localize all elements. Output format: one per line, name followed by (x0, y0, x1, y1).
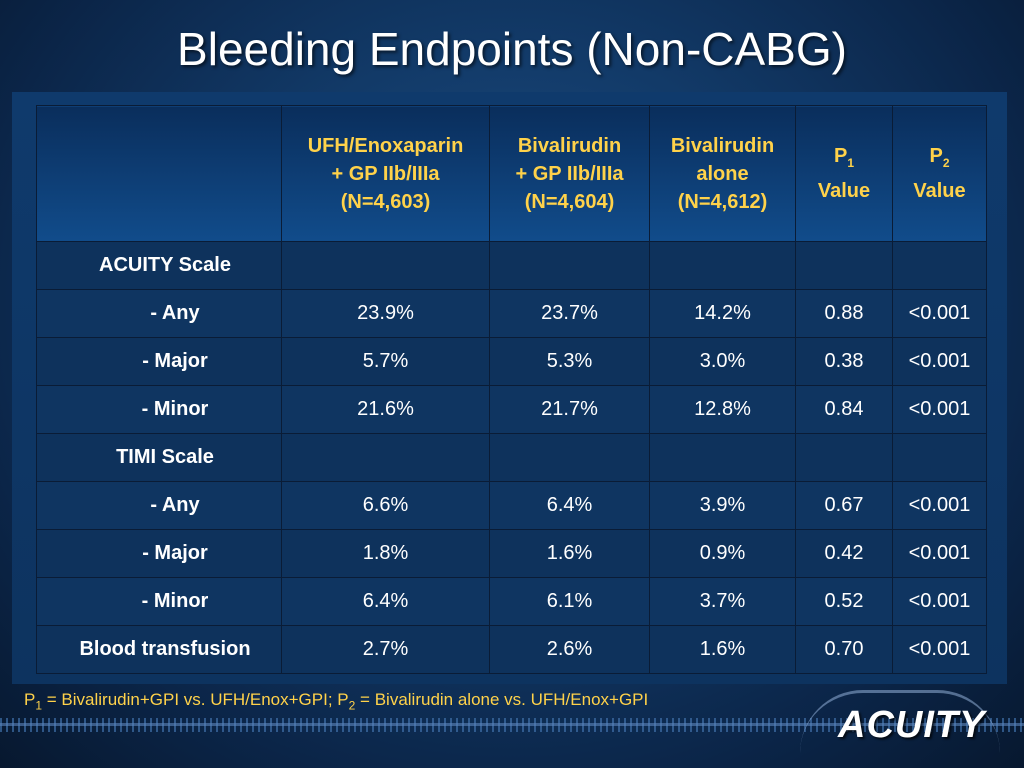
cell-p2: <0.001 (892, 289, 987, 338)
cell-biv-alone (649, 433, 796, 482)
cell-biv-gp: 6.4% (489, 481, 650, 530)
cell-biv-gp: 2.6% (489, 625, 650, 674)
footnote-p1-text: = Bivalirudin+GPI vs. UFH/Enox+GPI; (42, 690, 338, 709)
footnote-p1: P (24, 690, 36, 709)
header-line: Value (913, 180, 966, 202)
cell-p1: 0.42 (795, 529, 893, 578)
header-line: UFH/Enoxaparin (307, 134, 464, 157)
cell-biv-gp: 23.7% (489, 289, 650, 338)
cell-p1: 0.67 (795, 481, 893, 530)
header-p2-value: P2 Value (892, 105, 987, 242)
cell-biv-alone: 0.9% (649, 529, 796, 578)
cell-p1 (795, 433, 893, 482)
cell-p2: <0.001 (892, 337, 987, 386)
cell-p1: 0.52 (795, 577, 893, 626)
row-label: - Major (36, 337, 282, 386)
cell-biv-alone: 1.6% (649, 625, 796, 674)
header-line: + GP IIb/IIIa (515, 162, 624, 185)
cell-p1: 0.38 (795, 337, 893, 386)
header-corner-cell (36, 105, 282, 242)
table-row: - Minor 6.4% 6.1% 3.7% 0.52 <0.001 (36, 577, 987, 626)
table-row: - Major 5.7% 5.3% 3.0% 0.38 <0.001 (36, 337, 987, 386)
row-label: - Minor (36, 385, 282, 434)
cell-biv-alone: 3.9% (649, 481, 796, 530)
cell-p1: 0.70 (795, 625, 893, 674)
cell-biv-gp: 5.3% (489, 337, 650, 386)
table-row: Blood transfusion 2.7% 2.6% 1.6% 0.70 <0… (36, 625, 987, 674)
cell-p2 (892, 433, 987, 482)
cell-biv-gp (489, 241, 650, 290)
header-bivalirudin-alone: Bivalirudin alone (N=4,612) (649, 105, 796, 242)
logo-swoosh (800, 690, 1000, 753)
cell-biv-alone: 12.8% (649, 385, 796, 434)
cell-p2: <0.001 (892, 385, 987, 434)
header-line: alone (696, 162, 749, 185)
acuity-logo: ACUITY (838, 704, 986, 746)
table-header-row: UFH/Enoxaparin + GP IIb/IIIa (N=4,603) B… (36, 105, 987, 242)
header-p1-value: P1 Value (795, 105, 893, 242)
table-row: ACUITY Scale (36, 241, 987, 290)
header-bivalirudin-gp: Bivalirudin + GP IIb/IIIa (N=4,604) (489, 105, 650, 242)
cell-biv-gp: 21.7% (489, 385, 650, 434)
cell-ufh (281, 241, 490, 290)
cell-ufh: 1.8% (281, 529, 490, 578)
header-line: Value (817, 180, 871, 202)
table-row: - Major 1.8% 1.6% 0.9% 0.42 <0.001 (36, 529, 987, 578)
table-row: - Any 23.9% 23.7% 14.2% 0.88 <0.001 (36, 289, 987, 338)
cell-ufh: 2.7% (281, 625, 490, 674)
cell-biv-alone: 14.2% (649, 289, 796, 338)
table-row: - Any 6.6% 6.4% 3.9% 0.67 <0.001 (36, 481, 987, 530)
cell-ufh: 6.4% (281, 577, 490, 626)
header-line: + GP IIb/IIIa (331, 162, 440, 185)
cell-p2: <0.001 (892, 625, 987, 674)
slide-title: Bleeding Endpoints (Non-CABG) (177, 23, 847, 75)
bleeding-endpoints-table: UFH/Enoxaparin + GP IIb/IIIa (N=4,603) B… (36, 105, 987, 674)
cell-ufh: 6.6% (281, 481, 490, 530)
cell-p1 (795, 241, 893, 290)
row-label: - Minor (36, 577, 282, 626)
cell-biv-gp: 6.1% (489, 577, 650, 626)
cell-p2: <0.001 (892, 481, 987, 530)
row-label: Blood transfusion (36, 625, 282, 674)
footnote-p1-sub: 1 (35, 698, 43, 713)
footnote: P1 = Bivalirudin+GPI vs. UFH/Enox+GPI; P… (24, 690, 648, 712)
row-label: TIMI Scale (36, 433, 282, 482)
table-row: - Minor 21.6% 21.7% 12.8% 0.84 <0.001 (36, 385, 987, 434)
cell-p2 (892, 241, 987, 290)
row-label: - Major (36, 529, 282, 578)
footnote-p2: P (337, 690, 349, 709)
cell-biv-alone (649, 241, 796, 290)
cell-biv-alone: 3.7% (649, 577, 796, 626)
cell-biv-gp (489, 433, 650, 482)
row-label: - Any (36, 481, 282, 530)
cell-ufh: 21.6% (281, 385, 490, 434)
cell-biv-alone: 3.0% (649, 337, 796, 386)
cell-ufh: 5.7% (281, 337, 490, 386)
cell-p1: 0.84 (795, 385, 893, 434)
header-ufh-enoxaparin: UFH/Enoxaparin + GP IIb/IIIa (N=4,603) (281, 105, 490, 242)
cell-biv-gp: 1.6% (489, 529, 650, 578)
cell-ufh (281, 433, 490, 482)
header-n: (N=4,603) (340, 190, 431, 213)
row-label: - Any (36, 289, 282, 338)
header-line: Bivalirudin (517, 134, 622, 157)
row-label: ACUITY Scale (36, 241, 282, 290)
footnote-p2-sub: 2 (348, 698, 356, 713)
header-n: (N=4,612) (677, 190, 768, 213)
cell-p1: 0.88 (795, 289, 893, 338)
cell-ufh: 23.9% (281, 289, 490, 338)
decorative-bar (0, 723, 1024, 726)
header-n: (N=4,604) (524, 190, 615, 213)
footnote-p2-text: = Bivalirudin alone vs. UFH/Enox+GPI (355, 690, 649, 709)
header-line: Bivalirudin (670, 134, 775, 157)
header-line: P2 (929, 145, 950, 170)
table-row: TIMI Scale (36, 433, 987, 482)
cell-p2: <0.001 (892, 577, 987, 626)
header-line: P1 (833, 145, 855, 170)
cell-p2: <0.001 (892, 529, 987, 578)
